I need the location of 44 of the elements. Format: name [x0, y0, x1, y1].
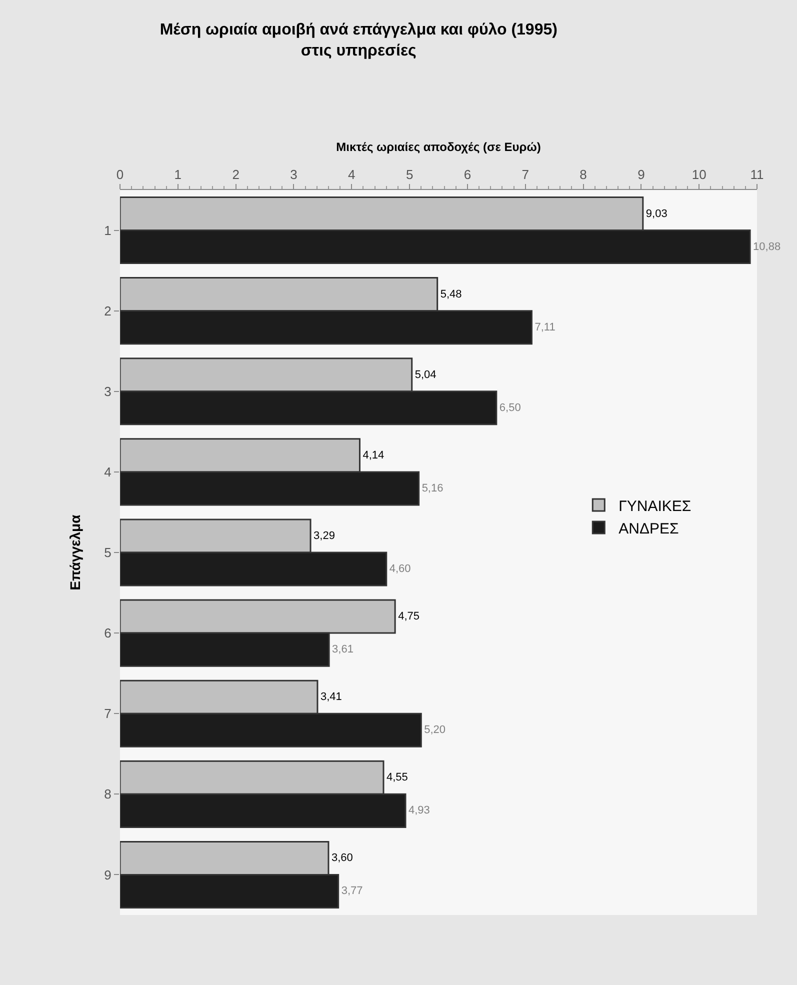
- data-label: 3,61: [332, 644, 354, 656]
- data-label: 5,20: [424, 724, 446, 736]
- data-label: 5,48: [440, 288, 462, 300]
- legend-label: ΓΥΝΑΙΚΕΣ: [618, 498, 692, 515]
- data-label: 4,75: [398, 610, 420, 623]
- data-label: 4,93: [408, 804, 430, 817]
- x-tick-label: 10: [692, 166, 706, 182]
- x-tick-label: 7: [522, 166, 529, 182]
- x-tick-label: 3: [290, 166, 298, 182]
- data-label: 6,50: [499, 402, 521, 414]
- y-tick-label: 2: [104, 303, 112, 318]
- data-label: 10,88: [753, 240, 781, 253]
- y-tick-label: 5: [104, 545, 112, 560]
- x-tick-label: 6: [464, 166, 472, 182]
- data-label: 3,60: [331, 852, 353, 864]
- data-label: 7,11: [534, 321, 556, 334]
- x-tick-label: 5: [406, 166, 414, 182]
- data-label: 4,14: [362, 449, 384, 462]
- y-tick-label: 9: [104, 867, 112, 882]
- data-label: 4,55: [386, 772, 408, 784]
- data-label: 3,41: [320, 691, 342, 704]
- chart-title: Μέση ωριαία αμοιβή ανά επάγγελμα και φύλο (1995) στις υπηρεσίες: [160, 21, 558, 60]
- y-tick-label: 6: [104, 626, 112, 641]
- data-label: 5,04: [414, 368, 436, 381]
- data-label: 5,16: [422, 482, 444, 494]
- legend-label: ΑΝΔΡΕΣ: [618, 520, 679, 538]
- y-tick-label: 7: [104, 706, 112, 722]
- y-tick-label: 1: [104, 222, 112, 238]
- x-tick-label: 8: [580, 166, 587, 182]
- data-label: 3,29: [314, 530, 335, 542]
- x-tick-label: 0: [116, 166, 124, 182]
- x-tick-label: 1: [174, 166, 182, 182]
- x-tick-label: 2: [232, 166, 240, 182]
- x-tick-label: 4: [348, 166, 356, 182]
- y-tick-label: 8: [104, 786, 112, 802]
- x-axis-title: Μικτές ωριαίες αποδοχές (σε Ευρώ): [336, 140, 541, 154]
- y-tick-label: 4: [104, 464, 112, 480]
- data-label: 9,03: [646, 208, 668, 220]
- y-axis-title: Επάγγελμα: [66, 514, 83, 590]
- data-label: 3,77: [341, 885, 363, 898]
- y-tick-label: 3: [104, 384, 112, 399]
- x-tick-label: 11: [750, 166, 764, 182]
- data-label: 4,60: [389, 563, 411, 576]
- x-tick-label: 9: [638, 166, 645, 182]
